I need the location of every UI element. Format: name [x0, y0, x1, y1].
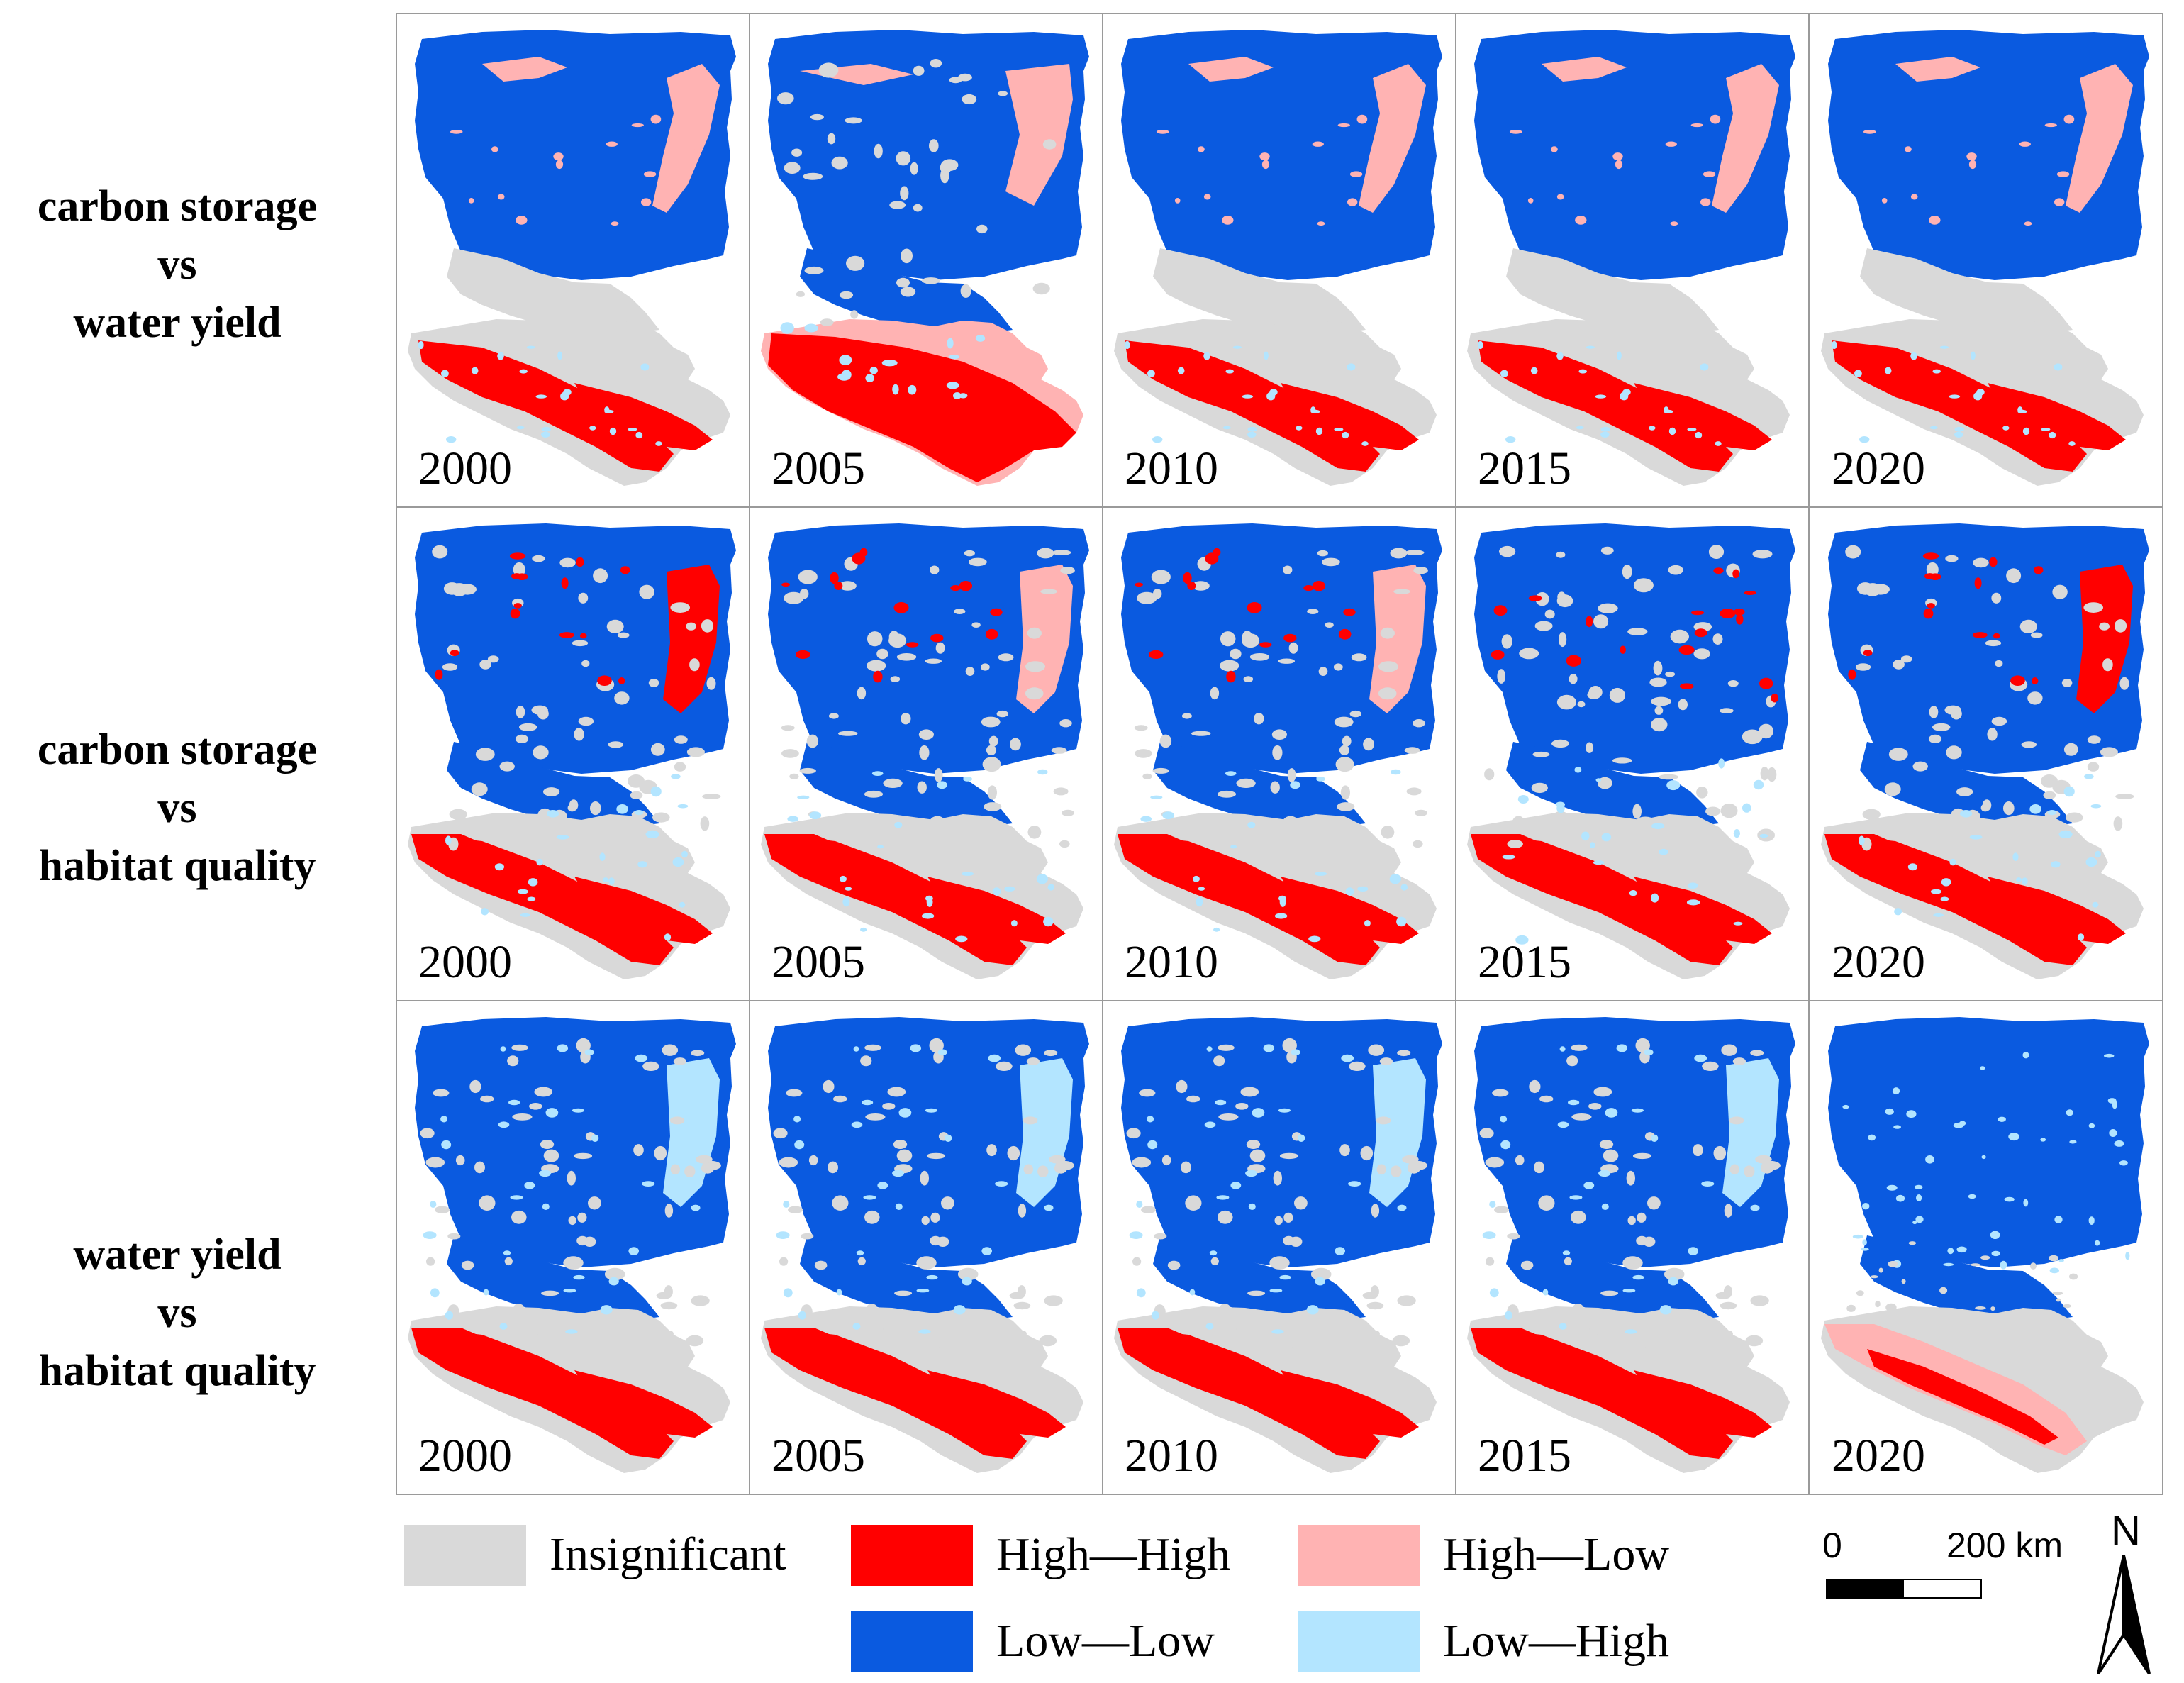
map-panel: 2010	[1102, 506, 1456, 1001]
panel-year: 2015	[1478, 1430, 1571, 1482]
row-label-2: carbon storage vs habitat quality	[0, 721, 355, 895]
map-grid: 2000 2005 2010 2015 2020 2000 2005 2010 2015 2020…	[396, 13, 2168, 1495]
legend-label: Low—High	[1443, 1615, 1669, 1667]
map-panel: 2000	[396, 506, 750, 1001]
legend-label: High—Low	[1443, 1528, 1669, 1580]
map-panel: 2000	[396, 13, 750, 508]
legend-label: Low—Low	[996, 1615, 1215, 1667]
scale-bar-end: 200 km	[1946, 1526, 2063, 1565]
panel-year: 2020	[1832, 936, 1925, 988]
map-panel: 2020	[1809, 506, 2163, 1001]
panel-year: 2010	[1125, 1430, 1218, 1482]
map-graphic	[1821, 523, 2149, 979]
legend-swatch	[404, 1525, 526, 1586]
map-graphic	[1821, 1017, 2149, 1473]
map-graphic	[1467, 1017, 1795, 1473]
panel-year: 2020	[1832, 1430, 1925, 1482]
map-graphic	[408, 523, 736, 979]
row-label-line: vs	[157, 240, 197, 289]
panel-year: 2000	[418, 1430, 512, 1482]
legend-swatch	[1298, 1525, 1420, 1586]
map-graphic	[408, 30, 736, 486]
map-graphic	[1821, 30, 2149, 486]
map-panel: 2015	[1455, 1000, 1810, 1495]
row-label-line: habitat quality	[38, 1347, 316, 1395]
map-panel: 2005	[749, 506, 1103, 1001]
scale-bar-graphic	[1826, 1579, 1982, 1599]
row-label-line: vs	[157, 784, 197, 832]
legend: Insignificant High—High High—Low Low—Low…	[404, 1525, 1709, 1672]
legend-label: Insignificant	[550, 1528, 786, 1580]
map-graphic	[761, 30, 1089, 486]
map-panel: 2000	[396, 1000, 750, 1495]
scale-bar: 0 200 km	[1822, 1525, 2063, 1667]
map-graphic	[1114, 30, 1442, 486]
map-panel: 2005	[749, 13, 1103, 508]
map-panel: 2020	[1809, 1000, 2163, 1495]
panel-year: 2005	[771, 936, 865, 988]
north-letter: N	[2111, 1508, 2141, 1554]
map-panel: 2010	[1102, 13, 1456, 508]
map-panel: 2020	[1809, 13, 2163, 508]
map-panel: 2010	[1102, 1000, 1456, 1495]
map-graphic	[1467, 30, 1795, 486]
row-label-1: carbon storage vs water yield	[0, 177, 355, 352]
row-label-line: water yield	[73, 299, 282, 347]
panel-year: 2005	[771, 1430, 865, 1482]
panel-year: 2000	[418, 936, 512, 988]
legend-swatch	[1298, 1611, 1420, 1672]
scale-bar-start: 0	[1822, 1526, 1842, 1565]
panel-year: 2000	[418, 443, 512, 494]
panel-year: 2015	[1478, 936, 1571, 988]
row-label-3: water yield vs habitat quality	[0, 1226, 355, 1400]
panel-year: 2015	[1478, 443, 1571, 494]
map-panel: 2015	[1455, 506, 1810, 1001]
row-label-line: water yield	[73, 1231, 282, 1279]
panel-year: 2005	[771, 443, 865, 494]
legend-swatch	[851, 1525, 973, 1586]
map-graphic	[1114, 1017, 1442, 1473]
row-label-line: habitat quality	[38, 842, 316, 890]
north-arrow: N	[2095, 1507, 2180, 1677]
panel-year: 2010	[1125, 936, 1218, 988]
row-label-line: vs	[157, 1289, 197, 1337]
panel-year: 2020	[1832, 443, 1925, 494]
row-label-line: carbon storage	[37, 726, 318, 774]
panel-year: 2010	[1125, 443, 1218, 494]
map-panel: 2005	[749, 1000, 1103, 1495]
map-graphic	[761, 1017, 1089, 1473]
north-arrow-icon	[2097, 1555, 2151, 1675]
map-panel: 2015	[1455, 13, 1810, 508]
map-graphic	[408, 1017, 736, 1473]
legend-swatch	[851, 1611, 973, 1672]
map-graphic	[1467, 523, 1795, 979]
row-label-line: carbon storage	[37, 182, 318, 230]
map-graphic	[761, 523, 1089, 979]
map-graphic	[1114, 523, 1442, 979]
legend-label: High—High	[996, 1528, 1230, 1580]
